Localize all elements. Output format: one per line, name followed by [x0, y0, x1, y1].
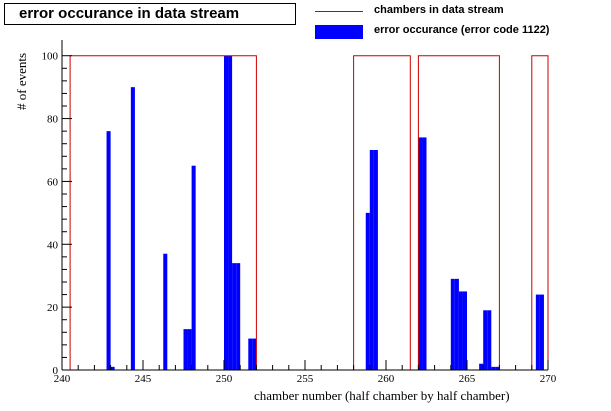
chart-title: error occurance in data stream	[19, 5, 240, 22]
error-bar-1	[110, 366, 115, 370]
y-tick-label-2: 40	[47, 239, 59, 251]
chambers-outline	[69, 55, 549, 370]
error-bar-10	[236, 263, 241, 370]
error-bar-19	[454, 278, 459, 370]
x-tick-label-5: 265	[459, 373, 476, 385]
axes: 240 245 250 255 260 265 270 0 20 40 60 80 100	[42, 40, 557, 385]
legend: chambers in data stream error occurance …	[301, 1, 571, 41]
error-bar-12	[252, 338, 257, 370]
legend-entry-errors: error occurance (error code 1122)	[301, 22, 571, 40]
y-tick-label-1: 20	[47, 302, 59, 314]
error-bar-8	[228, 55, 233, 370]
error-bar-16	[418, 137, 423, 370]
y-tick-label-5: 100	[42, 51, 59, 63]
legend-label-errors: error occurance (error code 1122)	[374, 24, 550, 36]
error-bar-25	[491, 366, 496, 370]
error-bar-11	[248, 338, 253, 370]
y-tick-label-3: 60	[47, 176, 59, 188]
x-axis-label: chamber number (half chamber by half cha…	[254, 388, 510, 403]
legend-line-swatch	[315, 11, 363, 12]
error-bar-26	[495, 366, 500, 370]
x-tick-label-3: 255	[297, 373, 314, 385]
error-bar-21	[462, 291, 467, 370]
y-tick-label-4: 80	[47, 114, 59, 126]
x-tick-label-0: 240	[54, 373, 71, 385]
error-bars	[106, 55, 544, 371]
error-bar-5	[187, 329, 192, 370]
error-bar-27	[535, 294, 540, 370]
error-bar-4	[183, 329, 188, 370]
chamber-outline-0	[69, 55, 257, 370]
error-bar-23	[483, 310, 488, 370]
error-bar-18	[450, 278, 455, 370]
error-bar-15	[373, 150, 378, 370]
error-bar-14	[369, 150, 374, 370]
error-bar-3	[163, 253, 168, 370]
chamber-outline-1	[353, 55, 411, 370]
error-bar-9	[232, 263, 237, 370]
error-bar-24	[487, 310, 492, 370]
error-bar-2	[130, 87, 135, 371]
chart-title-box: error occurance in data stream	[4, 3, 296, 25]
error-bar-7	[224, 55, 229, 370]
x-tick-label-1: 245	[135, 373, 152, 385]
error-bar-28	[539, 294, 544, 370]
legend-entry-chambers: chambers in data stream	[301, 2, 571, 20]
error-bar-17	[422, 137, 427, 370]
error-bar-20	[458, 291, 463, 370]
chamber-outline-2	[417, 55, 500, 370]
y-axis-label: # of events	[14, 52, 29, 110]
x-tick-label-2: 250	[216, 373, 233, 385]
x-tick-label-6: 270	[540, 373, 557, 385]
y-tick-label-0: 0	[53, 365, 59, 377]
legend-label-chambers: chambers in data stream	[374, 4, 504, 16]
error-bar-22	[479, 363, 484, 370]
x-tick-label-4: 260	[378, 373, 395, 385]
error-bar-13	[365, 212, 370, 370]
error-bar-0	[106, 131, 111, 370]
error-bar-6	[191, 165, 196, 370]
legend-fill-swatch	[315, 25, 363, 39]
chamber-outline-3	[531, 55, 549, 370]
